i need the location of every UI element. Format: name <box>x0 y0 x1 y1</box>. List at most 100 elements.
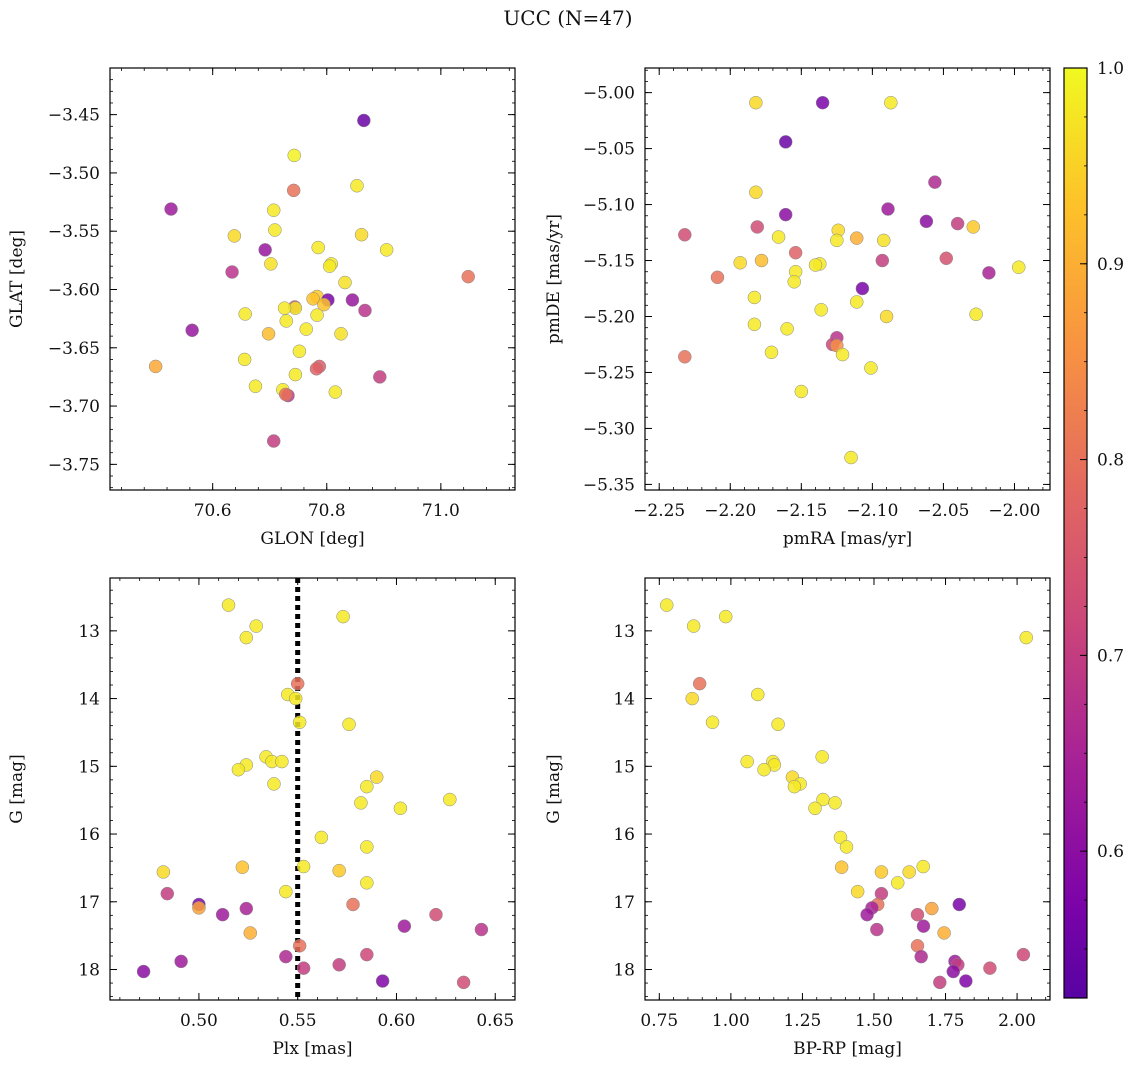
y-tick-label: −5.05 <box>583 140 635 160</box>
scatter-point <box>288 367 303 382</box>
y-tick-label: −3.60 <box>48 280 100 300</box>
colorbar-tick-label: 0.9 <box>1097 255 1124 275</box>
scatter-point <box>754 253 769 268</box>
y-tick-label: −3.50 <box>48 164 100 184</box>
scatter-point <box>876 233 891 248</box>
scatter-point <box>249 619 263 633</box>
scatter-point <box>286 183 301 198</box>
y-tick-label: −5.20 <box>583 307 635 327</box>
scatter-point <box>185 323 199 338</box>
scatter-point <box>275 754 289 769</box>
scatter-point <box>710 270 725 285</box>
scatter-point <box>849 231 864 245</box>
x-tick-label: 70.8 <box>308 501 346 521</box>
y-tick-label: 15 <box>613 757 635 777</box>
scatter-point <box>360 876 374 890</box>
scatter-point <box>870 922 884 937</box>
y-tick-label: −3.70 <box>48 397 100 417</box>
x-tick-label: 0.65 <box>476 1011 514 1031</box>
scatter-point <box>983 961 997 975</box>
x-tick-label: 70.6 <box>194 501 232 521</box>
scatter-point <box>296 961 311 975</box>
scatter-point <box>950 216 965 231</box>
y-tick-label: −5.35 <box>583 475 635 495</box>
y-tick-label: 13 <box>78 622 100 642</box>
scatter-point <box>919 214 934 229</box>
scatter-point <box>239 630 254 645</box>
axes-frame <box>644 577 1051 1001</box>
scatter-point <box>346 897 360 912</box>
y-tick-label: 16 <box>78 825 100 845</box>
scatter-point <box>279 884 293 899</box>
axes-frame <box>109 577 516 1001</box>
scatter-points <box>678 95 1026 465</box>
scatter-point <box>278 387 293 402</box>
scatter-point <box>373 370 387 384</box>
scatter-point <box>884 95 898 110</box>
scatter-point <box>660 598 674 612</box>
scatter-point <box>243 926 258 940</box>
scatter-point <box>939 251 954 266</box>
x-axis-label: BP-RP [mag] <box>793 1039 902 1059</box>
scatter-point <box>849 295 864 309</box>
scatter-point <box>268 223 282 237</box>
scatter-point <box>925 901 939 916</box>
scatter-point <box>328 385 343 399</box>
y-tick-label: 15 <box>78 757 100 777</box>
scatter-point <box>360 947 374 962</box>
scatter-point <box>360 779 374 794</box>
scatter-point <box>747 317 762 332</box>
scatter-point <box>937 926 951 940</box>
scatter-point <box>354 796 368 810</box>
scatter-point <box>780 322 794 336</box>
y-tick-label: 13 <box>613 622 635 642</box>
scatter-point <box>855 281 870 296</box>
scatter-point <box>287 148 301 163</box>
scatter-point <box>279 314 294 328</box>
x-axis-label: Plx [mas] <box>272 1039 352 1059</box>
scatter-point <box>148 359 163 374</box>
scatter-point <box>771 230 786 244</box>
x-tick-label: −2.15 <box>775 501 827 521</box>
scatter-point <box>828 796 842 810</box>
scatter-point <box>686 619 701 633</box>
scatter-point <box>279 949 293 964</box>
colorbar-gradient <box>1063 67 1088 999</box>
scatter-point <box>292 344 307 359</box>
scatter-point <box>969 307 983 322</box>
scatter-point <box>733 256 747 270</box>
y-tick-label: −5.15 <box>583 252 635 272</box>
scatter-point <box>258 243 272 257</box>
colorbar-tick-label: 0.6 <box>1097 842 1124 862</box>
scatter-point <box>808 258 823 272</box>
scatter-point <box>358 303 372 318</box>
scatter-point <box>332 863 346 878</box>
scatter-point <box>266 203 281 217</box>
scatter-point <box>261 327 276 341</box>
scatter-point <box>778 135 793 149</box>
scatter-point <box>292 715 307 730</box>
x-tick-label: 1.00 <box>712 1011 750 1031</box>
y-tick-label: 18 <box>613 961 635 981</box>
scatter-point <box>332 958 346 972</box>
scatter-point <box>225 265 239 279</box>
scatter-point <box>881 202 895 216</box>
scatter-point <box>771 717 785 732</box>
y-axis-label: G [mag] <box>7 754 27 823</box>
colorbar-tick-label: 0.8 <box>1097 451 1124 471</box>
scatter-point <box>429 907 443 922</box>
x-tick-label: −2.00 <box>988 501 1040 521</box>
scatter-point <box>751 687 765 702</box>
scatter-point <box>296 859 311 874</box>
scatter-point <box>379 243 394 257</box>
y-tick-label: −5.25 <box>583 363 635 383</box>
scatter-point <box>136 964 151 979</box>
x-tick-label: 2.00 <box>998 1011 1036 1031</box>
scatter-point <box>235 860 250 874</box>
scatter-point <box>397 919 412 933</box>
x-tick-label: 1.50 <box>855 1011 893 1031</box>
axes-frame <box>644 67 1051 491</box>
scatter-point <box>787 275 801 289</box>
x-tick-label: −2.25 <box>633 501 685 521</box>
